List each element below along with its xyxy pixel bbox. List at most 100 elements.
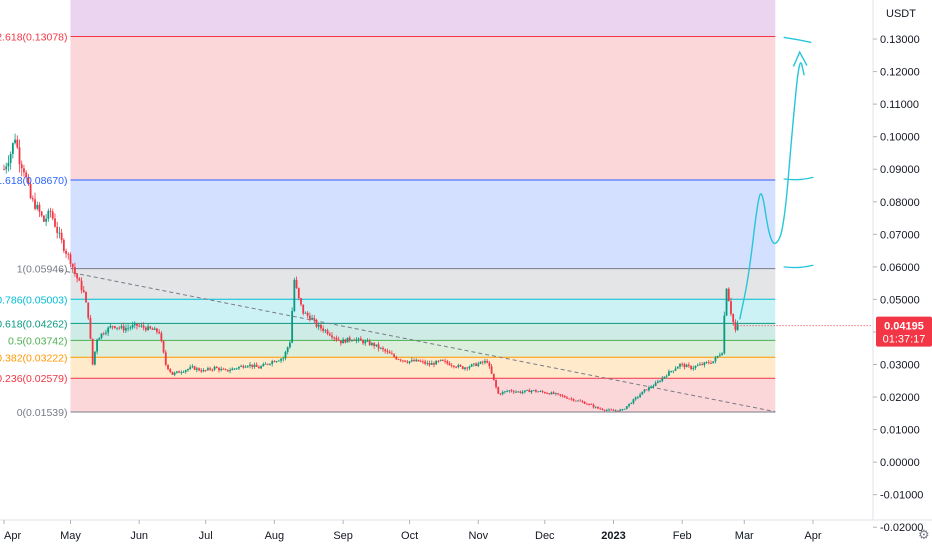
candle-body bbox=[195, 368, 198, 370]
candle-body bbox=[577, 400, 579, 402]
candle-body bbox=[27, 177, 30, 185]
candle-body bbox=[231, 368, 234, 371]
candle-body bbox=[238, 366, 240, 369]
candle-body bbox=[727, 288, 730, 302]
time-tick-label: Oct bbox=[401, 530, 418, 542]
candle-body bbox=[56, 226, 59, 233]
candle-body bbox=[291, 311, 294, 343]
time-tick-label: Jul bbox=[199, 530, 213, 542]
candle-body bbox=[308, 315, 311, 320]
forecast-mark-2 bbox=[783, 264, 814, 269]
candle-body bbox=[5, 166, 8, 170]
candle-body bbox=[623, 408, 626, 410]
candle-body bbox=[42, 215, 45, 222]
fib-zone-4 bbox=[70, 299, 776, 324]
fib-zone-2 bbox=[70, 340, 776, 358]
price-tick-label: 0.08000 bbox=[880, 197, 920, 209]
candle-body bbox=[158, 331, 161, 334]
candle-body bbox=[732, 314, 735, 323]
candle-body bbox=[390, 353, 393, 355]
candle-body bbox=[696, 365, 699, 367]
candle-body bbox=[191, 366, 194, 368]
candle-body bbox=[142, 325, 145, 328]
candle-body bbox=[9, 153, 12, 163]
candle-body bbox=[182, 371, 185, 373]
candle-body bbox=[58, 232, 61, 234]
candle-body bbox=[82, 290, 85, 292]
candle-body bbox=[224, 369, 227, 370]
candle-body bbox=[198, 368, 200, 371]
gear-icon[interactable]: ⚙ bbox=[918, 528, 930, 543]
candle-body bbox=[692, 367, 695, 369]
candle-body bbox=[34, 199, 36, 209]
candle-body bbox=[592, 404, 595, 408]
last-price-countdown: 01:37:17 bbox=[883, 334, 926, 346]
candle-body bbox=[417, 359, 420, 362]
candle-body bbox=[384, 349, 387, 352]
candle-body bbox=[581, 401, 584, 403]
candle-body bbox=[716, 356, 719, 358]
trendline[interactable] bbox=[59, 269, 776, 413]
candle-body bbox=[550, 392, 553, 395]
candle-body bbox=[707, 362, 710, 364]
candle-body bbox=[413, 360, 415, 362]
candle-body bbox=[244, 366, 247, 368]
candle-body bbox=[3, 169, 5, 171]
candle-body bbox=[499, 393, 502, 395]
candle-body bbox=[62, 240, 65, 251]
candle-body bbox=[393, 354, 395, 357]
fib-zone-1 bbox=[70, 357, 776, 379]
candle-body bbox=[468, 366, 471, 369]
candle-body bbox=[178, 371, 180, 373]
candle-body bbox=[441, 359, 444, 361]
candle-body bbox=[477, 363, 480, 366]
candle-body bbox=[200, 370, 203, 372]
price-tick-label: 0.07000 bbox=[880, 229, 920, 241]
candle-body bbox=[11, 143, 14, 154]
candle-body bbox=[650, 387, 653, 388]
candle-body bbox=[333, 337, 336, 339]
candle-body bbox=[659, 381, 661, 382]
candle-body bbox=[676, 366, 679, 369]
candle-body bbox=[548, 393, 551, 395]
candle-body bbox=[51, 211, 54, 219]
candle-body bbox=[397, 359, 400, 361]
candle-body bbox=[322, 328, 325, 331]
candle-body bbox=[295, 279, 298, 288]
candle-body bbox=[433, 363, 435, 365]
candle-body bbox=[632, 399, 635, 404]
candle-body bbox=[129, 327, 132, 329]
fib-zones bbox=[70, 0, 776, 413]
candle-body bbox=[730, 301, 732, 315]
candle-body bbox=[118, 327, 121, 329]
fib-label-3: 0.5(0.03742) bbox=[8, 335, 68, 347]
candle-body bbox=[415, 359, 418, 362]
candle-body bbox=[286, 347, 289, 352]
candle-body bbox=[515, 391, 517, 393]
candle-body bbox=[93, 351, 96, 365]
candle-body bbox=[373, 343, 376, 346]
candle-body bbox=[634, 397, 637, 400]
price-axis-panel[interactable] bbox=[873, 0, 932, 550]
candle-body bbox=[574, 400, 577, 402]
candle-body bbox=[71, 263, 74, 268]
candle-body bbox=[561, 395, 564, 397]
candle-body bbox=[180, 372, 183, 373]
candle-body bbox=[648, 387, 650, 391]
candle-body bbox=[275, 361, 278, 363]
candle-body bbox=[663, 376, 666, 379]
candle-body bbox=[639, 394, 641, 397]
candle-body bbox=[317, 324, 320, 327]
candle-body bbox=[605, 409, 608, 411]
candle-body bbox=[69, 254, 72, 264]
candle-body bbox=[601, 408, 604, 410]
candle-body bbox=[439, 359, 442, 361]
time-axis-ticks: Apr May Jun Jul Aug Sep Oct Nov Dec 2023 Feb Mar Apr bbox=[3, 520, 822, 542]
candle-body bbox=[519, 391, 522, 393]
forecast-drawing[interactable] bbox=[739, 36, 814, 320]
candle-body bbox=[260, 366, 262, 369]
time-axis-panel[interactable] bbox=[0, 520, 932, 550]
candle-body bbox=[339, 340, 342, 344]
candle-body bbox=[636, 396, 639, 398]
